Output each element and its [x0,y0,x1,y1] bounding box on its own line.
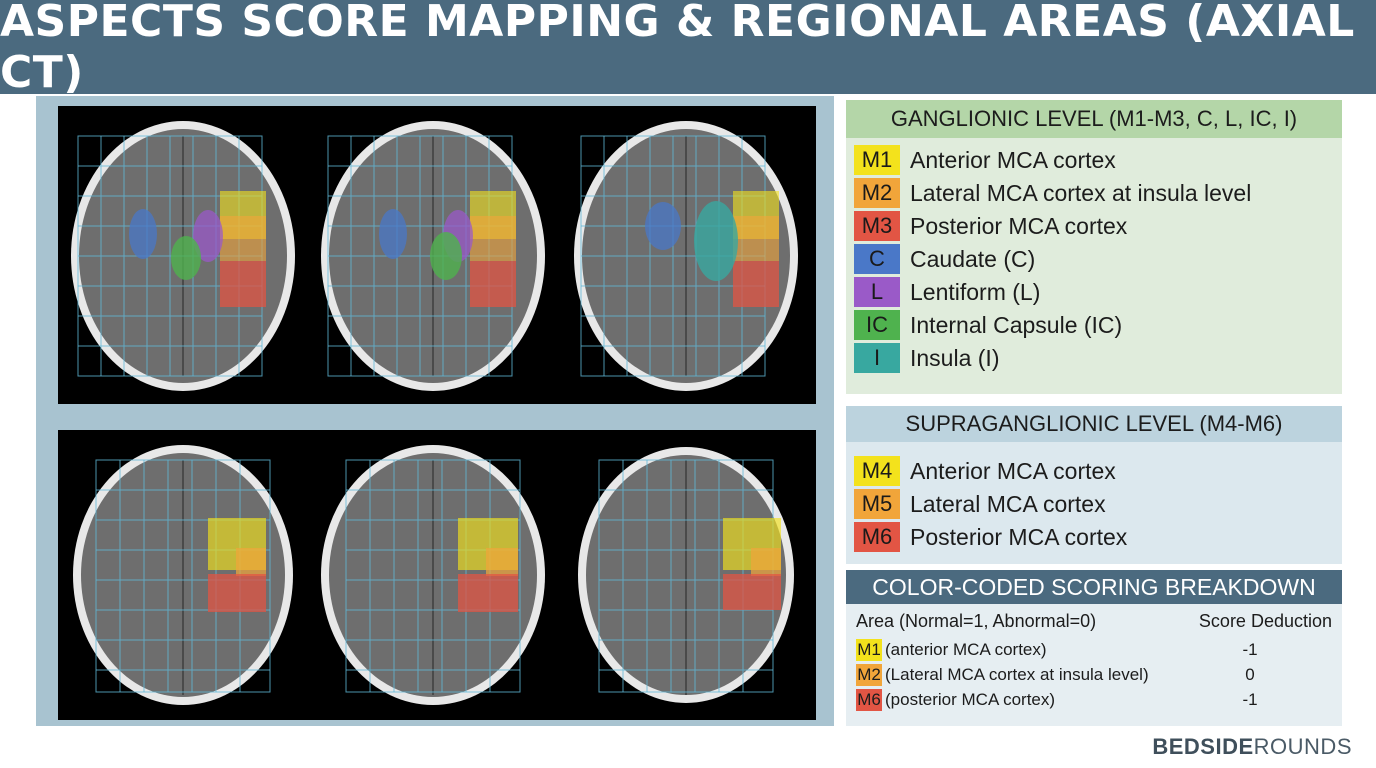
title-bar: ASPECTS SCORE MAPPING & REGIONAL AREAS (… [0,0,1376,98]
i-badge: I [854,343,900,373]
legend-item-m2: M2 Lateral MCA cortex at insula level [854,178,1251,208]
supraganglionic-legend-header: SUPRAGANGLIONIC LEVEL (M4-M6) [846,406,1342,442]
brain-scan-3 [574,121,798,391]
brand-bold: BEDSIDE [1152,734,1254,759]
col-area-header: Area (Normal=1, Abnormal=0) [856,610,1097,631]
legend-item-ic: IC Internal Capsule (IC) [854,310,1122,340]
score-row-badge: M2 [856,664,882,686]
table-row: M2 (Lateral MCA cortex at insula level) … [856,663,1332,687]
col-score-header: Score Deduction [1198,610,1332,631]
brain-scan-4 [73,445,293,705]
ganglionic-legend-card: GANGLIONIC LEVEL (M1-M3, C, L, IC, I) M1… [846,100,1342,394]
score-row-value: -1 [1242,640,1258,659]
brand-logo: BEDSIDEROUNDS [1152,734,1352,760]
score-row-value: 0 [1245,665,1255,684]
m4-badge: M4 [854,456,900,486]
ganglionic-legend-header: GANGLIONIC LEVEL (M1-M3, C, L, IC, I) [846,100,1342,138]
c-badge: C [854,244,900,274]
brain-scan-6 [578,447,794,703]
page-title: ASPECTS SCORE MAPPING & REGIONAL AREAS (… [0,0,1355,98]
table-row: M6 (posterior MCA cortex) -1 [856,688,1332,712]
m3-badge: M3 [854,211,900,241]
m5-badge: M5 [854,489,900,519]
ganglionic-scans [71,121,798,391]
supraganglionic-legend-card: SUPRAGANGLIONIC LEVEL (M4-M6) M4 Anterio… [846,406,1342,564]
i-label: Insula (I) [910,344,1000,371]
score-row-badge: M6 [856,689,882,711]
m6-badge: M6 [854,522,900,552]
legend-item-m4: M4 Anterior MCA cortex [854,456,1116,486]
l-badge: L [854,277,900,307]
score-row-value: -1 [1242,690,1258,709]
score-row-desc: (posterior MCA cortex) [885,690,1056,709]
score-row-desc: (Lateral MCA cortex at insula level) [885,665,1149,684]
brand-light: ROUNDS [1253,734,1352,759]
m1-label: Anterior MCA cortex [910,146,1116,173]
m2-badge: M2 [854,178,900,208]
ganglionic-legend-title: GANGLIONIC LEVEL (M1-M3, C, L, IC, I) [890,106,1298,131]
score-row-desc: (anterior MCA cortex) [885,640,1047,659]
legend-item-c: C Caudate (C) [854,244,1035,274]
legend-item-m3: M3 Posterior MCA cortex [854,211,1127,241]
m6-label: Posterior MCA cortex [910,523,1128,550]
m4-label: Anterior MCA cortex [910,457,1116,484]
m3-label: Posterior MCA cortex [910,212,1128,239]
table-row: M1 (anterior MCA cortex) -1 [856,638,1332,662]
brain-scan-5 [321,445,545,705]
scoring-card: COLOR-CODED SCORING BREAKDOWN Area (Norm… [846,570,1342,726]
ganglionic-scan-row [58,106,816,404]
scan-panel [36,96,834,726]
legend-item-l: L Lentiform (L) [854,277,1040,307]
score-row-badge: M1 [856,639,882,661]
scoring-title: COLOR-CODED SCORING BREAKDOWN [872,573,1316,600]
c-label: Caudate (C) [910,245,1036,272]
ic-badge: IC [854,310,900,340]
m1-badge: M1 [854,145,900,175]
supraganglionic-scans [73,445,794,705]
supraganglionic-scan-row [58,430,816,720]
legend-item-i: I Insula (I) [854,343,999,373]
legend-item-m6: M6 Posterior MCA cortex [854,522,1127,552]
brain-scan-2 [321,121,545,391]
m5-label: Lateral MCA cortex [910,490,1106,517]
supraganglionic-legend-title: SUPRAGANGLIONIC LEVEL (M4-M6) [905,411,1283,436]
ic-label: Internal Capsule (IC) [910,311,1123,338]
brain-scan-1 [71,121,295,391]
scoring-header: COLOR-CODED SCORING BREAKDOWN [846,570,1342,604]
m2-label: Lateral MCA cortex at insula level [910,179,1252,206]
scoring-column-headers: Area (Normal=1, Abnormal=0) Score Deduct… [856,608,1332,634]
l-label: Lentiform (L) [910,278,1041,305]
legend-item-m1: M1 Anterior MCA cortex [854,145,1116,175]
legend-item-m5: M5 Lateral MCA cortex [854,489,1106,519]
